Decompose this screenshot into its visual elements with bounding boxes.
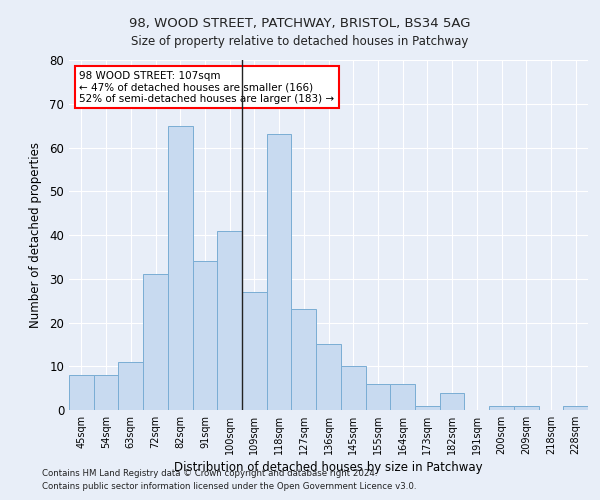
Bar: [365, 384, 390, 410]
Bar: [143, 274, 168, 410]
Bar: [94, 375, 118, 410]
Bar: [415, 406, 440, 410]
Text: 98, WOOD STREET, PATCHWAY, BRISTOL, BS34 5AG: 98, WOOD STREET, PATCHWAY, BRISTOL, BS34…: [129, 18, 471, 30]
Y-axis label: Number of detached properties: Number of detached properties: [29, 142, 43, 328]
Bar: [563, 406, 588, 410]
Bar: [242, 292, 267, 410]
X-axis label: Distribution of detached houses by size in Patchway: Distribution of detached houses by size …: [174, 461, 483, 474]
Text: 98 WOOD STREET: 107sqm
← 47% of detached houses are smaller (166)
52% of semi-de: 98 WOOD STREET: 107sqm ← 47% of detached…: [79, 70, 335, 104]
Bar: [489, 406, 514, 410]
Text: Size of property relative to detached houses in Patchway: Size of property relative to detached ho…: [131, 35, 469, 48]
Bar: [69, 375, 94, 410]
Bar: [168, 126, 193, 410]
Bar: [316, 344, 341, 410]
Bar: [193, 261, 217, 410]
Bar: [292, 310, 316, 410]
Bar: [514, 406, 539, 410]
Bar: [440, 392, 464, 410]
Bar: [217, 230, 242, 410]
Bar: [341, 366, 365, 410]
Text: Contains public sector information licensed under the Open Government Licence v3: Contains public sector information licen…: [42, 482, 416, 491]
Bar: [118, 362, 143, 410]
Bar: [267, 134, 292, 410]
Bar: [390, 384, 415, 410]
Text: Contains HM Land Registry data © Crown copyright and database right 2024.: Contains HM Land Registry data © Crown c…: [42, 468, 377, 477]
